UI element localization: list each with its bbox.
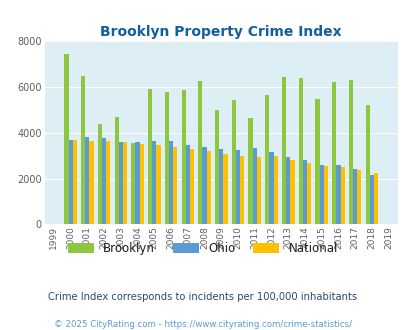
Bar bbox=[248, 118, 252, 224]
Bar bbox=[290, 160, 294, 224]
Bar bbox=[89, 141, 94, 224]
Title: Brooklyn Property Crime Index: Brooklyn Property Crime Index bbox=[100, 25, 341, 39]
Bar bbox=[264, 95, 269, 224]
Bar bbox=[315, 99, 319, 224]
Bar bbox=[85, 137, 89, 224]
Bar bbox=[123, 142, 127, 224]
Bar bbox=[185, 146, 190, 224]
Bar bbox=[352, 169, 356, 224]
Bar bbox=[252, 148, 256, 224]
Bar bbox=[198, 81, 202, 224]
Bar bbox=[331, 82, 335, 224]
Bar bbox=[215, 111, 219, 224]
Bar bbox=[64, 54, 68, 224]
Legend: Brooklyn, Ohio, National: Brooklyn, Ohio, National bbox=[63, 237, 342, 260]
Bar bbox=[135, 142, 139, 224]
Bar bbox=[168, 141, 173, 224]
Bar bbox=[356, 170, 360, 224]
Bar bbox=[373, 173, 377, 224]
Bar bbox=[239, 156, 244, 224]
Bar bbox=[302, 160, 306, 224]
Bar bbox=[148, 89, 152, 224]
Bar bbox=[323, 166, 327, 224]
Bar bbox=[164, 92, 168, 224]
Bar bbox=[173, 147, 177, 224]
Bar bbox=[256, 157, 260, 224]
Bar bbox=[235, 150, 239, 224]
Bar bbox=[269, 152, 273, 224]
Bar bbox=[81, 76, 85, 224]
Bar bbox=[72, 140, 77, 224]
Bar bbox=[273, 156, 277, 224]
Bar bbox=[219, 149, 223, 224]
Bar bbox=[298, 78, 302, 224]
Bar bbox=[114, 117, 118, 224]
Bar bbox=[286, 157, 290, 224]
Bar bbox=[131, 143, 135, 224]
Bar bbox=[223, 154, 227, 224]
Bar bbox=[156, 146, 160, 224]
Bar bbox=[348, 80, 352, 224]
Bar bbox=[202, 147, 206, 224]
Bar bbox=[231, 100, 235, 224]
Bar bbox=[118, 142, 123, 224]
Bar bbox=[102, 138, 106, 224]
Bar bbox=[139, 144, 143, 224]
Text: © 2025 CityRating.com - https://www.cityrating.com/crime-statistics/: © 2025 CityRating.com - https://www.city… bbox=[54, 320, 351, 329]
Bar bbox=[181, 90, 185, 224]
Bar bbox=[335, 165, 340, 224]
Bar bbox=[369, 175, 373, 224]
Bar bbox=[106, 141, 110, 224]
Bar bbox=[98, 124, 102, 224]
Bar bbox=[68, 140, 72, 224]
Text: Crime Index corresponds to incidents per 100,000 inhabitants: Crime Index corresponds to incidents per… bbox=[48, 292, 357, 302]
Bar bbox=[340, 167, 344, 224]
Bar bbox=[152, 141, 156, 224]
Bar bbox=[190, 149, 194, 224]
Bar bbox=[281, 77, 286, 224]
Bar bbox=[306, 163, 311, 224]
Bar bbox=[319, 165, 323, 224]
Bar bbox=[365, 105, 369, 224]
Bar bbox=[206, 151, 210, 224]
